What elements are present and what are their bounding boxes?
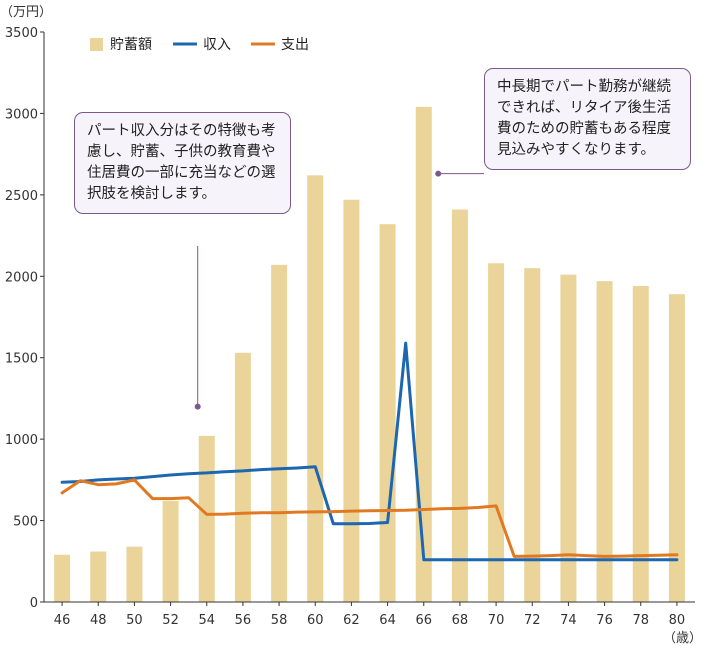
- x-tick-label-64: 64: [379, 613, 396, 628]
- y-tick-label-1000: 1000: [5, 433, 38, 448]
- y-tick-label-2000: 2000: [5, 270, 38, 285]
- savings-bar-50: [126, 546, 143, 602]
- x-tick-label-74: 74: [560, 613, 577, 628]
- savings-bar-64: [379, 224, 396, 602]
- x-tick-label-76: 76: [596, 613, 613, 628]
- savings-bar-78: [632, 286, 649, 602]
- savings-bar-66: [415, 106, 432, 603]
- y-tick-label-500: 500: [13, 515, 38, 530]
- savings-bar-72: [524, 268, 541, 602]
- x-tick-label-52: 52: [162, 613, 179, 628]
- savings-bar-52: [162, 501, 179, 602]
- x-tick-label-66: 66: [415, 613, 432, 628]
- legend-label-expense: 支出: [281, 37, 309, 53]
- expense-line: [60, 478, 679, 558]
- legend-label-income: 収入: [203, 37, 231, 53]
- x-tick-label-72: 72: [524, 613, 541, 628]
- savings-bar-54: [198, 435, 215, 602]
- axes: 0 500 1000 1500 2000 2500 3000 3500 46 48 50 52 54 56…: [5, 26, 695, 628]
- y-unit-label: （万円）: [0, 5, 52, 20]
- y-tick-label-0: 0: [30, 596, 38, 611]
- x-tick-label-50: 50: [126, 613, 143, 628]
- savings-bar-62: [343, 199, 360, 602]
- savings-bar-48: [90, 551, 107, 602]
- x-tick-label-68: 68: [452, 613, 469, 628]
- savings-bar-68: [451, 209, 468, 602]
- savings-bar-76: [596, 281, 613, 602]
- x-tick-label-80: 80: [669, 613, 686, 628]
- x-tick-label-78: 78: [632, 613, 649, 628]
- annotation-long-term-part: 中長期でパート勤務が継続できれば、リタイア後生活費のための貯蓄もある程度見込みや…: [484, 68, 691, 170]
- savings-bar-70: [488, 263, 505, 602]
- x-unit-label: （歳）: [663, 631, 702, 646]
- x-tick-label-70: 70: [488, 613, 505, 628]
- x-tick-label-60: 60: [307, 613, 324, 628]
- line-series: [60, 341, 679, 562]
- connector-dot-long-term-part: [435, 170, 442, 177]
- legend-label-savings: 貯蓄額: [110, 37, 152, 53]
- savings-bar-80: [668, 294, 685, 602]
- y-tick-label-2500: 2500: [5, 189, 38, 204]
- y-tick-label-3500: 3500: [5, 26, 38, 41]
- savings-bar-58: [271, 264, 288, 602]
- annotation-connectors: [194, 170, 484, 410]
- y-tick-label-3000: 3000: [5, 107, 38, 122]
- x-tick-label-48: 48: [90, 613, 107, 628]
- connector-dot-part-income: [194, 403, 201, 410]
- savings-bars: [54, 106, 685, 603]
- legend: 貯蓄額 収入 支出: [90, 37, 309, 53]
- x-tick-label-62: 62: [343, 613, 360, 628]
- y-tick-label-1500: 1500: [5, 352, 38, 367]
- savings-bar-74: [560, 274, 577, 602]
- savings-bar-56: [234, 352, 251, 602]
- x-tick-label-56: 56: [235, 613, 252, 628]
- income-line: [60, 341, 679, 562]
- x-tick-label-54: 54: [198, 613, 215, 628]
- savings-bar-60: [307, 175, 324, 603]
- legend-swatch-savings: [90, 38, 103, 51]
- annotation-part-income: パート収入分はその特徴も考慮し、貯蓄、子供の教育費や住居費の一部に充当などの選択…: [74, 112, 291, 214]
- x-tick-label-58: 58: [271, 613, 288, 628]
- savings-bar-46: [54, 554, 71, 602]
- x-tick-label-46: 46: [54, 613, 71, 628]
